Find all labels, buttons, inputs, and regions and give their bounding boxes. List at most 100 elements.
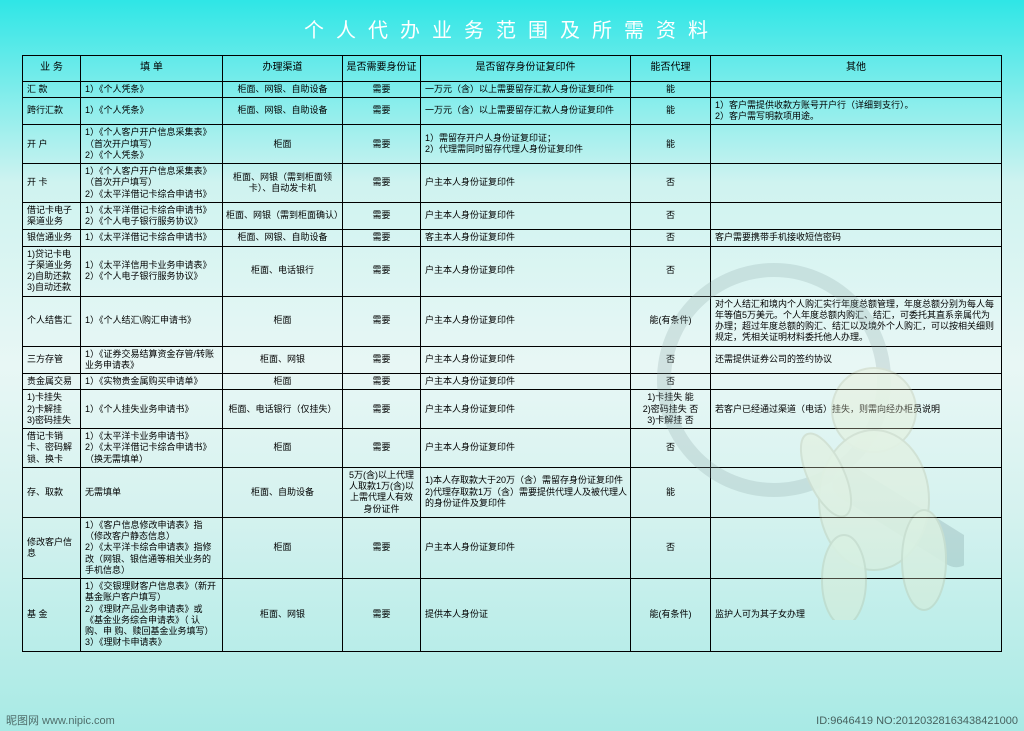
cell-other [711,125,1002,164]
page-root: 个人代办业务范围及所需资料 业 务 填 单 办理渠道 是否需要身份证 是否留存身… [0,0,1024,731]
cell-form: 1）《个人凭条》 [81,81,223,97]
table-row: 借记卡电子渠道业务1）《太平洋借记卡综合申请书》2）《个人电子银行服务协议》柜面… [23,202,1002,230]
cell-id: 需要 [343,97,421,125]
cell-proxy: 否 [631,202,711,230]
cell-biz: 开 卡 [23,164,81,203]
cell-biz: 修改客户信息 [23,517,81,578]
cell-other [711,246,1002,296]
cell-proxy: 否 [631,374,711,390]
cell-id: 需要 [343,125,421,164]
table-row: 修改客户信息1）《客户信息修改申请表》指（修改客户静态信息）2）《太平洋卡综合申… [23,517,1002,578]
cell-id: 需要 [343,164,421,203]
cell-copy: 户主本人身份证复印件 [421,296,631,346]
cell-form: 1）《证券交易结算资金存管/转账业务申请表》 [81,346,223,374]
table-row: 银信通业务1）《太平洋借记卡综合申请书》柜面、网银、自助设备需要客主本人身份证复… [23,230,1002,246]
table-header-row: 业 务 填 单 办理渠道 是否需要身份证 是否留存身份证复印件 能否代理 其他 [23,56,1002,82]
cell-id: 需要 [343,517,421,578]
cell-copy: 一万元（含）以上需要留存汇款人身份证复印件 [421,97,631,125]
cell-chan: 柜面、自助设备 [223,467,343,517]
cell-copy: 户主本人身份证复印件 [421,429,631,468]
cell-other: 客户需要携带手机接收短信密码 [711,230,1002,246]
cell-copy: 户主本人身份证复印件 [421,164,631,203]
cell-copy: 户主本人身份证复印件 [421,202,631,230]
table-row: 基 金1）《交银理财客户信息表》（新开基金账户客户填写）2）《理财产品业务申请表… [23,579,1002,652]
watermark-right: ID:9646419 NO:20120328163438421000 [816,715,1018,727]
cell-proxy: 否 [631,164,711,203]
cell-form: 1）《太平洋借记卡综合申请书》2）《个人电子银行服务协议》 [81,202,223,230]
cell-biz: 银信通业务 [23,230,81,246]
cell-proxy: 能(有条件) [631,296,711,346]
cell-chan: 柜面、网银、自助设备 [223,230,343,246]
cell-proxy: 能 [631,125,711,164]
cell-form: 1）《个人凭条》 [81,97,223,125]
col-header: 填 单 [81,56,223,82]
cell-form: 1）《个人挂失业务申请书》 [81,390,223,429]
table-row: 1)卡挂失2)卡解挂3)密码挂失1）《个人挂失业务申请书》柜面、电话银行（仅挂失… [23,390,1002,429]
cell-biz: 三方存管 [23,346,81,374]
cell-form: 1）《个人客户开户信息采集表》（首次开户填写）2）《太平洋借记卡综合申请书》 [81,164,223,203]
cell-id: 需要 [343,296,421,346]
cell-form: 1）《太平洋卡业务申请书》2）《太平洋借记卡综合申请书》（换无需填单） [81,429,223,468]
cell-chan: 柜面、网银（需到柜面确认） [223,202,343,230]
cell-other [711,517,1002,578]
cell-other [711,81,1002,97]
cell-form: 1）《个人结汇\购汇申请书》 [81,296,223,346]
cell-id: 需要 [343,230,421,246]
cell-copy: 户主本人身份证复印件 [421,246,631,296]
watermark-left: 昵图网 www.nipic.com [6,715,115,727]
col-header: 能否代理 [631,56,711,82]
cell-copy: 1)本人存取款大于20万（含）需留存身份证复印件2)代理存取款1万（含）需要提供… [421,467,631,517]
col-header: 其他 [711,56,1002,82]
table-row: 跨行汇款1）《个人凭条》柜面、网银、自助设备需要一万元（含）以上需要留存汇款人身… [23,97,1002,125]
table-row: 借记卡销卡、密码解锁、换卡1）《太平洋卡业务申请书》2）《太平洋借记卡综合申请书… [23,429,1002,468]
cell-id: 需要 [343,429,421,468]
cell-biz: 借记卡销卡、密码解锁、换卡 [23,429,81,468]
cell-proxy: 否 [631,429,711,468]
cell-copy: 客主本人身份证复印件 [421,230,631,246]
cell-biz: 跨行汇款 [23,97,81,125]
cell-chan: 柜面、网银（需到柜面领卡）、自动发卡机 [223,164,343,203]
cell-proxy: 能(有条件) [631,579,711,652]
cell-other: 监护人可为其子女办理 [711,579,1002,652]
table-row: 汇 款1）《个人凭条》柜面、网银、自助设备需要一万元（含）以上需要留存汇款人身份… [23,81,1002,97]
cell-form: 1）《太平洋借记卡综合申请书》 [81,230,223,246]
cell-chan: 柜面、电话银行 [223,246,343,296]
cell-other: 若客户已经通过渠道（电话）挂失，则需向经办柜员说明 [711,390,1002,429]
cell-other [711,467,1002,517]
cell-copy: 一万元（含）以上需要留存汇款人身份证复印件 [421,81,631,97]
cell-id: 需要 [343,202,421,230]
cell-proxy: 能 [631,97,711,125]
cell-other: 对个人结汇和境内个人购汇实行年度总额管理，年度总额分别为每人每年等值5万美元。个… [711,296,1002,346]
table-row: 存、取款无需填单柜面、自助设备5万(含)以上代理人取款1万(含)以上需代理人有效… [23,467,1002,517]
cell-form: 1）《客户信息修改申请表》指（修改客户静态信息）2）《太平洋卡综合申请表》指修改… [81,517,223,578]
cell-biz: 1)贷记卡电子渠道业务2)自助还款3)自动还款 [23,246,81,296]
col-header: 办理渠道 [223,56,343,82]
cell-proxy: 否 [631,346,711,374]
cell-copy: 户主本人身份证复印件 [421,374,631,390]
cell-chan: 柜面、电话银行（仅挂失） [223,390,343,429]
cell-other: 还需提供证券公司的签约协议 [711,346,1002,374]
cell-copy: 户主本人身份证复印件 [421,517,631,578]
cell-other: 1）客户需提供收款方账号开户行（详细到支行）。2）客户需写明款项用途。 [711,97,1002,125]
cell-chan: 柜面、网银、自助设备 [223,81,343,97]
cell-chan: 柜面、网银 [223,346,343,374]
cell-chan: 柜面 [223,296,343,346]
cell-biz: 开 户 [23,125,81,164]
cell-other [711,164,1002,203]
cell-id: 需要 [343,579,421,652]
cell-chan: 柜面 [223,125,343,164]
cell-form: 无需填单 [81,467,223,517]
cell-biz: 存、取款 [23,467,81,517]
col-header: 是否需要身份证 [343,56,421,82]
cell-proxy: 能 [631,467,711,517]
cell-proxy: 否 [631,246,711,296]
cell-id: 5万(含)以上代理人取款1万(含)以上需代理人有效身份证件 [343,467,421,517]
cell-chan: 柜面、网银、自助设备 [223,97,343,125]
cell-biz: 汇 款 [23,81,81,97]
services-table: 业 务 填 单 办理渠道 是否需要身份证 是否留存身份证复印件 能否代理 其他 … [22,55,1002,652]
cell-proxy: 否 [631,517,711,578]
cell-chan: 柜面 [223,429,343,468]
cell-copy: 提供本人身份证 [421,579,631,652]
col-header: 业 务 [23,56,81,82]
cell-other [711,374,1002,390]
